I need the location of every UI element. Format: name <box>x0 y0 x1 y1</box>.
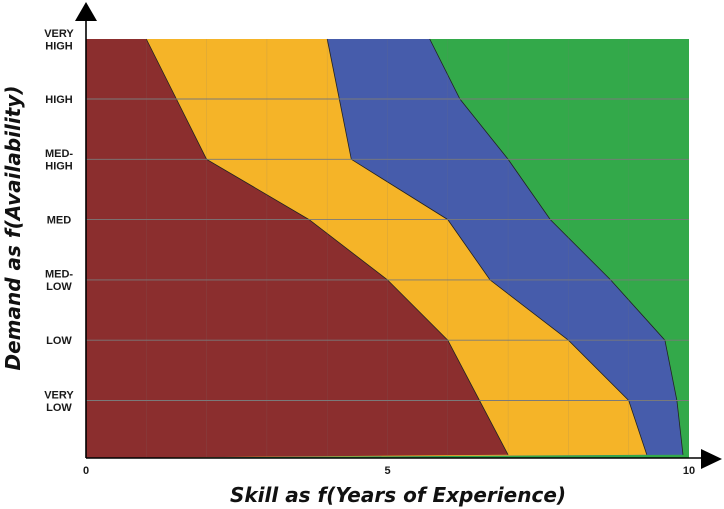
y-axis-title: Demand as f(Availability) <box>1 86 25 371</box>
band-area-1 <box>86 39 509 458</box>
y-tick-label: HIGH <box>45 94 73 106</box>
y-tick-label: MED-LOW <box>45 269 73 294</box>
x-axis-arrow <box>701 449 722 469</box>
x-tick-label: 10 <box>683 465 695 477</box>
y-tick-labels: VERY HIGH HIGH MED-HIGH MED MED-LOW LOW VERY LOW <box>44 28 74 414</box>
y-tick-label: VERY HIGH <box>44 28 74 53</box>
y-tick-label: MED-HIGH <box>45 148 73 173</box>
x-tick-label: 0 <box>83 465 89 477</box>
x-axis-title: Skill as f(Years of Experience) <box>230 483 566 507</box>
y-tick-label: LOW <box>46 335 72 347</box>
y-axis-arrow <box>75 2 97 21</box>
x-tick-labels: 0 5 10 <box>83 465 695 477</box>
band-areas <box>86 39 689 458</box>
axes <box>75 2 722 469</box>
y-tick-label: VERY LOW <box>44 389 74 414</box>
boundary-line-3 <box>429 38 684 455</box>
y-tick-label: MED <box>47 215 72 227</box>
x-tick-label: 5 <box>384 465 390 477</box>
grid-lines <box>86 39 689 458</box>
boundary-line-2 <box>326 38 648 455</box>
